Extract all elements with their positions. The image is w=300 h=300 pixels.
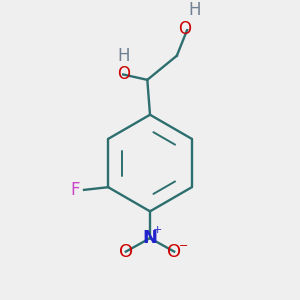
Text: N: N	[142, 229, 158, 247]
Text: F: F	[70, 181, 80, 199]
Text: H: H	[117, 47, 129, 65]
Text: O: O	[119, 243, 133, 261]
Text: H: H	[188, 2, 200, 20]
Text: O: O	[178, 20, 191, 38]
Text: O: O	[117, 65, 130, 83]
Text: O: O	[167, 243, 181, 261]
Text: −: −	[179, 241, 188, 251]
Text: +: +	[153, 225, 162, 235]
